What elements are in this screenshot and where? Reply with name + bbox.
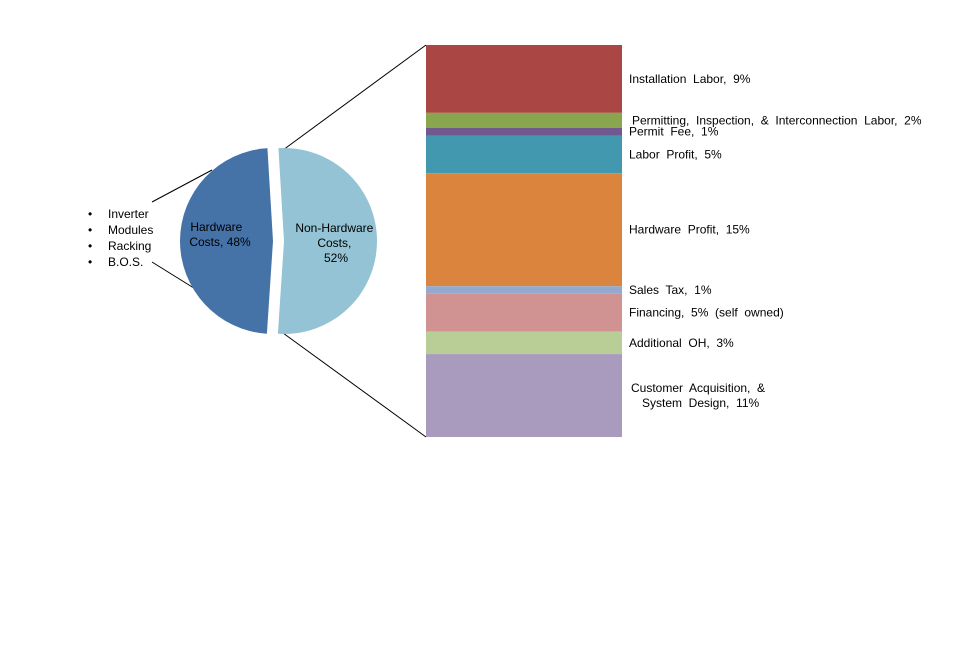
bar-segment-label: Labor Profit, 5% <box>629 147 722 161</box>
bar-segment-label: Additional OH, 3% <box>629 336 734 350</box>
bar-segment <box>426 286 622 294</box>
stacked-bar <box>426 45 622 437</box>
hardware-component-item: Modules <box>88 222 153 238</box>
bar-segment <box>426 45 622 113</box>
bar-segment-label: Sales Tax, 1% <box>629 283 712 297</box>
pie-slice-hardware <box>179 148 273 334</box>
bar-segment <box>426 354 622 437</box>
bar-segment-label: Permitting, Inspection, & Interconnectio… <box>632 113 922 127</box>
bar-segment-label: Installation Labor, 9% <box>629 72 751 86</box>
hardware-component-item: Racking <box>88 238 153 254</box>
pie-chart <box>179 148 377 335</box>
bar-labels: Installation Labor, 9% Permitting, Inspec… <box>629 72 922 410</box>
hardware-components-list: Inverter Modules Racking B.O.S. <box>88 206 153 270</box>
hardware-component-item: Inverter <box>88 206 153 222</box>
bar-segment-label: Customer Acquisition, & System Design, 11… <box>631 381 765 410</box>
pie-label-non-hardware: Non-Hardware Costs, 52% <box>295 221 376 265</box>
bar-segment <box>426 127 622 136</box>
bar-segment-label: Hardware Profit, 15% <box>629 223 750 237</box>
bar-segment <box>426 112 622 128</box>
hardware-component-item: B.O.S. <box>88 254 153 270</box>
bar-segment <box>426 173 622 287</box>
bar-segment-label: Financing, 5% (self owned) <box>629 306 784 320</box>
bar-segment <box>426 331 622 355</box>
bar-segment <box>426 293 622 332</box>
bullet-connector-top <box>151 169 213 203</box>
bar-segment-label: Permit Fee, 1% <box>629 125 719 139</box>
bar-segment <box>426 135 622 174</box>
connector-line-top <box>282 44 427 151</box>
pie-label-hardware: Hardware Costs, 48% <box>189 220 251 249</box>
connector-line-bottom <box>282 332 427 438</box>
pie-slice-non-hardware <box>277 148 377 335</box>
